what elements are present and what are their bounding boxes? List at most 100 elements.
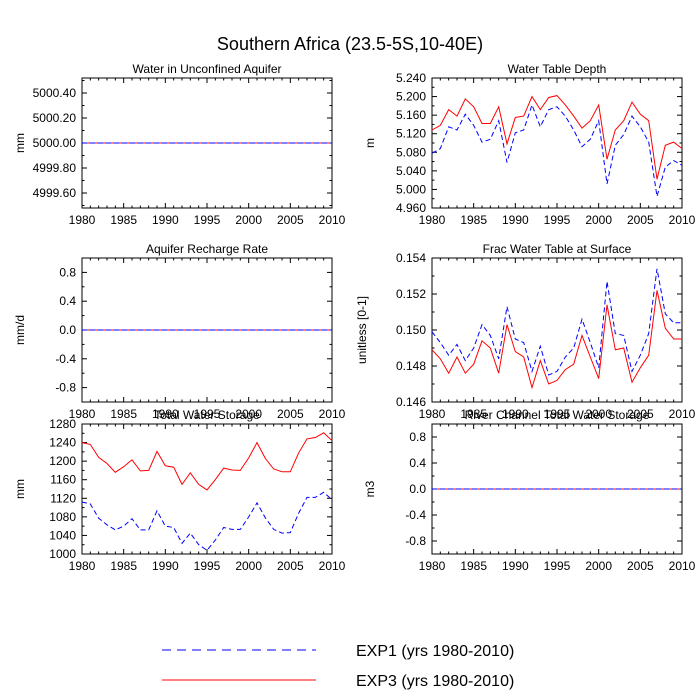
x-tick-label: 2010 — [319, 213, 346, 227]
x-tick-label: 1995 — [194, 213, 221, 227]
x-tick-label: 1980 — [69, 407, 96, 421]
y-axis-label: unitless [0-1] — [355, 296, 369, 364]
legend-exp1-label: EXP1 (yrs 1980-2010) — [356, 643, 514, 660]
y-tick-label: 0.152 — [396, 287, 426, 301]
y-tick-label: 0.4 — [409, 456, 426, 470]
y-tick-label: 0.4 — [59, 294, 76, 308]
x-tick-label: 1985 — [110, 407, 137, 421]
x-tick-label: 1985 — [460, 213, 487, 227]
y-tick-label: 0.148 — [396, 359, 426, 373]
panel-water-in-unconfined-aquifer: Water in Unconfined Aquifer 1980 1985 1990 1… — [13, 62, 346, 227]
y-tick-label: 5.120 — [396, 127, 426, 141]
x-tick-label: 2010 — [319, 559, 346, 573]
y-axis-label: m3 — [363, 480, 377, 497]
x-tick-label: 2005 — [277, 213, 304, 227]
x-tick-label: 1995 — [194, 407, 221, 421]
y-tick-label: 1280 — [49, 417, 76, 431]
x-tick-label: 1980 — [419, 559, 446, 573]
y-axis-label: mm/d — [13, 315, 27, 345]
x-tick-label: 2005 — [627, 213, 654, 227]
x-tick-label: 1985 — [460, 559, 487, 573]
series-exp3-line — [431, 290, 682, 390]
y-tick-label: 4999.80 — [33, 161, 77, 175]
y-tick-label: -0.8 — [55, 381, 76, 395]
panel-title: River Channel Total Water Storage — [465, 408, 650, 422]
y-tick-label: 0.146 — [396, 395, 426, 409]
x-tick-label: 1980 — [69, 559, 96, 573]
x-tick-label: 1990 — [502, 213, 529, 227]
series-exp1-line — [81, 491, 333, 551]
x-tick-label: 1995 — [544, 407, 571, 421]
y-tick-label: 5.200 — [396, 90, 426, 104]
x-tick-label: 2005 — [627, 559, 654, 573]
y-tick-label: 4.960 — [396, 201, 426, 215]
figure-title: Southern Africa (23.5-5S,10-40E) — [217, 34, 483, 54]
plot-frame — [431, 77, 683, 209]
y-tick-label: 1160 — [50, 473, 76, 487]
y-tick-label: 1120 — [50, 491, 76, 505]
x-tick-label: 1995 — [194, 559, 221, 573]
y-axis-label: mm — [13, 479, 27, 499]
panel-aquifer-recharge-rate: Aquifer Recharge Rate 1980 1985 1990 1995 200… — [13, 242, 346, 421]
plot-frame — [81, 423, 333, 555]
panel-river-channel-total-water-storage: River Channel Total Water Storage 1980 198… — [363, 408, 696, 573]
x-tick-label: 1980 — [69, 213, 96, 227]
y-tick-label: 1000 — [49, 547, 76, 561]
y-tick-label: 0.0 — [59, 323, 76, 337]
x-tick-label: 2000 — [235, 407, 262, 421]
y-tick-label: 5000.20 — [33, 111, 77, 125]
x-tick-label: 2000 — [585, 213, 612, 227]
y-tick-label: 5.080 — [396, 145, 426, 159]
y-tick-label: 5.000 — [396, 182, 426, 196]
panel-title: Water in Unconfined Aquifer — [133, 62, 282, 76]
y-axis-label: m — [363, 138, 377, 148]
panel-total-water-storage: Total Water Storage 1980 1985 1990 1995 2000 2… — [13, 408, 346, 573]
x-tick-label: 2010 — [669, 559, 696, 573]
x-tick-label: 2000 — [585, 407, 612, 421]
x-tick-label: 2000 — [235, 559, 262, 573]
y-tick-label: 1240 — [49, 436, 76, 450]
y-tick-label: 0.150 — [396, 323, 426, 337]
x-tick-label: 1990 — [502, 559, 529, 573]
series-exp3-line — [431, 95, 683, 180]
x-tick-label: 1990 — [152, 559, 179, 573]
panel-title: Aquifer Recharge Rate — [146, 242, 268, 256]
x-tick-label: 2010 — [319, 407, 346, 421]
panel-frac-water-table-at-surface: Frac Water Table at Surface 1980 1985 1990 1… — [355, 242, 696, 421]
y-tick-label: 0.8 — [409, 430, 426, 444]
y-axis-label: mm — [13, 133, 27, 153]
legend-exp3-label: EXP3 (yrs 1980-2010) — [356, 673, 514, 690]
y-tick-label: 5000.00 — [33, 136, 77, 150]
x-tick-label: 1995 — [544, 213, 571, 227]
x-tick-label: 1980 — [419, 213, 446, 227]
panel-title: Total Water Storage — [154, 408, 260, 422]
x-tick-label: 1990 — [152, 213, 179, 227]
x-tick-label: 1990 — [502, 407, 529, 421]
panel-water-table-depth: Water Table Depth 1980 1985 1990 1995 2000 200… — [363, 62, 696, 227]
legend: EXP1 (yrs 1980-2010) EXP3 (yrs 1980-2010… — [162, 643, 514, 690]
x-tick-label: 1990 — [152, 407, 179, 421]
x-tick-label: 2005 — [277, 559, 304, 573]
y-tick-label: 1040 — [49, 528, 76, 542]
x-tick-label: 1995 — [544, 559, 571, 573]
series-exp1-line — [431, 103, 683, 197]
x-tick-label: 2005 — [627, 407, 654, 421]
y-tick-label: -0.4 — [55, 352, 76, 366]
panels: Water in Unconfined Aquifer 1980 1985 1990 1… — [13, 62, 696, 573]
y-tick-label: 1080 — [49, 510, 76, 524]
x-tick-label: 1985 — [110, 559, 137, 573]
x-tick-label: 2010 — [669, 407, 696, 421]
x-tick-label: 2000 — [585, 559, 612, 573]
y-tick-label: 5.160 — [396, 108, 426, 122]
y-tick-label: 5.040 — [396, 164, 426, 178]
y-tick-label: 1200 — [49, 454, 76, 468]
series-exp1-line — [431, 268, 682, 376]
y-tick-label: 0.8 — [59, 265, 76, 279]
x-tick-label: 1985 — [460, 407, 487, 421]
y-tick-label: 4999.60 — [33, 186, 77, 200]
x-tick-label: 2010 — [669, 213, 696, 227]
y-tick-label: -0.8 — [405, 534, 426, 548]
x-tick-label: 2000 — [235, 213, 262, 227]
panel-title: Water Table Depth — [508, 62, 607, 76]
